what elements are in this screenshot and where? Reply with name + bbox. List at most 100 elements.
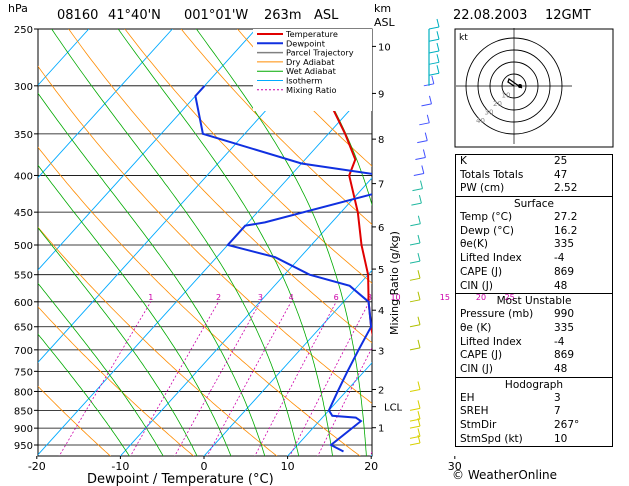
- wind-barb-flag: [417, 381, 421, 390]
- index-value: -4: [554, 335, 565, 348]
- pressure-tick-label: 500: [14, 241, 33, 252]
- wet-adiabat-line: [285, 29, 372, 207]
- pressure-tick-label: 450: [14, 208, 33, 219]
- pressure-tick-label: 350: [14, 130, 33, 141]
- wind-barb-staff: [409, 260, 421, 264]
- hodograph-ring-label: 10: [502, 91, 511, 99]
- pressure-tick-label: 700: [14, 346, 33, 357]
- mixing-ratio-line: [206, 301, 292, 456]
- dry-adiabat-line: [38, 226, 278, 456]
- index-label: PW (cm): [460, 182, 505, 195]
- wind-barb-flag: [417, 291, 421, 300]
- legend-label: Temperature: [285, 29, 338, 39]
- x-axis-title: Dewpoint / Temperature (°C): [87, 472, 274, 486]
- pressure-tick-label: 800: [14, 387, 33, 398]
- wind-barb-flag: [426, 114, 430, 123]
- index-value: -4: [554, 252, 565, 265]
- wind-barb-staff: [410, 223, 421, 227]
- height-tick-label: 3: [378, 346, 384, 357]
- legend-label: Wet Adiabat: [286, 66, 337, 76]
- wind-barb-flag: [419, 180, 423, 189]
- wind-barb-staff: [428, 72, 440, 76]
- wind-barb-staff: [409, 299, 421, 303]
- index-label: θe (K): [460, 321, 492, 334]
- wind-barb-staff: [409, 324, 421, 328]
- temperature-tick-label: 0: [201, 460, 208, 473]
- index-value: 3: [554, 391, 561, 404]
- dry-adiabat-line: [38, 65, 372, 404]
- dry-adiabat-line: [38, 146, 361, 456]
- index-label: Pressure (mb): [460, 308, 534, 321]
- wet-adiabat-line: [196, 29, 367, 456]
- mixing-ratio-label: 1: [148, 293, 153, 302]
- mixing-ratio-axis-title: Mixing Ratio (g/kg): [388, 231, 401, 335]
- wind-barb-flag: [417, 270, 421, 279]
- wind-barb-flag: [421, 165, 425, 174]
- skewt-grid: [38, 29, 629, 461]
- index-row: CAPE (J) 869: [456, 266, 612, 280]
- index-value: 27.2: [554, 211, 578, 224]
- mixing-ratio-line: [289, 301, 370, 456]
- height-tick-label: 9: [378, 89, 384, 100]
- height-tick-label: 6: [378, 223, 384, 234]
- wind-barb-flag: [417, 411, 421, 420]
- pressure-tick-label: 600: [14, 298, 33, 309]
- height-tick-label: 4: [378, 306, 384, 317]
- wind-barb-flag: [417, 339, 421, 348]
- pressure-tick-label: 900: [14, 424, 33, 435]
- wind-barb-flag: [424, 132, 428, 141]
- dry-adiabat-line: [38, 385, 111, 456]
- wind-barb-flag: [417, 428, 421, 437]
- index-label: Dewp (°C): [460, 224, 514, 237]
- height-tick-label: 8: [378, 135, 384, 146]
- wind-barb-staff: [409, 425, 421, 429]
- index-value: 25: [554, 155, 568, 167]
- index-row: StmSpd (kt) 10: [456, 433, 612, 447]
- mixing-ratio-label: 4: [289, 293, 294, 302]
- wind-barb-staff: [419, 122, 430, 126]
- index-row: θe(K) 335: [456, 238, 612, 252]
- wind-barb-flag: [417, 418, 421, 427]
- wind-barb-staff: [417, 140, 428, 144]
- mixing-ratio-line: [130, 301, 219, 456]
- pressure-tick-label: 550: [14, 271, 33, 282]
- index-value: 869: [554, 265, 575, 278]
- index-label: θe(K): [460, 238, 488, 251]
- wind-barb-flag: [417, 215, 421, 224]
- wind-barb-flag: [417, 316, 421, 325]
- wind-barb-staff: [411, 202, 422, 206]
- wet-adiabat-line: [117, 29, 333, 456]
- index-row: CIN (J) 48: [456, 280, 612, 294]
- wind-barb-staff: [428, 61, 440, 65]
- pressure-tick-label: 250: [14, 25, 33, 36]
- index-value: 335: [554, 238, 575, 251]
- index-label: K: [460, 155, 467, 167]
- wet-adiabat-line: [51, 29, 300, 456]
- pressure-tick-label: 300: [14, 82, 33, 93]
- wind-barb-staff: [409, 442, 421, 446]
- index-section-title: Hodograph: [456, 376, 612, 392]
- index-label: Lifted Index: [460, 252, 522, 265]
- pressure-tick-label: 650: [14, 323, 33, 334]
- station-lon: 001°01'W: [184, 8, 248, 23]
- index-value: 7: [554, 405, 561, 418]
- isotherm-line: [203, 269, 372, 456]
- legend-label: Isotherm: [286, 76, 322, 86]
- storm-motion-marker: [518, 84, 522, 88]
- mixing-ratio-label: 3: [258, 293, 263, 302]
- temperature-tick-label: 10: [281, 460, 295, 473]
- dry-adiabat-line: [38, 306, 195, 456]
- wind-barb-staff: [428, 26, 440, 30]
- mixing-ratio-line: [369, 450, 372, 456]
- wind-barb-staff: [428, 38, 440, 42]
- temperature-tick-label: 20: [364, 460, 378, 473]
- hodograph-ring-label: 40: [476, 117, 485, 125]
- isotherm-line: [38, 29, 173, 179]
- wet-adiabat-line: [38, 92, 266, 456]
- index-value: 2.52: [554, 182, 578, 195]
- wind-barb-flag: [417, 234, 421, 244]
- isotherm-line: [618, 29, 629, 461]
- copyright-text: © WeatherOnline: [452, 468, 558, 482]
